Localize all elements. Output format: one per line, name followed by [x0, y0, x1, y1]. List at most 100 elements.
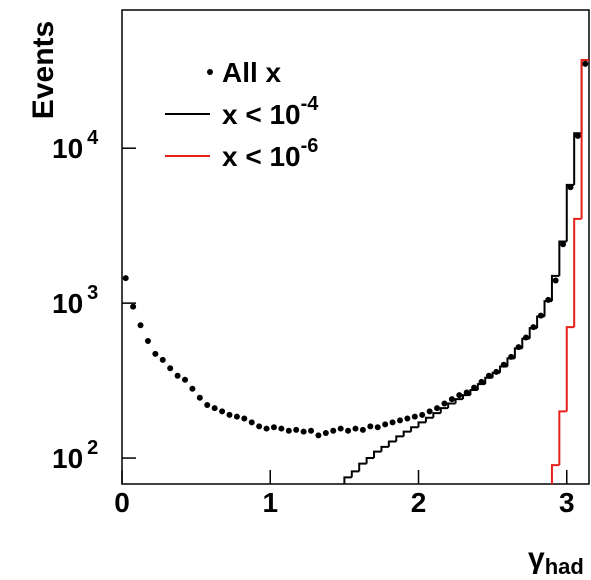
data-point [159, 356, 166, 363]
histogram-bin [558, 410, 567, 466]
data-point [293, 426, 300, 433]
x-tick-label: 2 [411, 487, 427, 518]
histogram-bin [343, 476, 352, 484]
legend-marker [207, 69, 213, 75]
data-point [456, 392, 463, 399]
data-point [389, 419, 396, 426]
x-axis-label-main: γ [528, 542, 545, 575]
data-point [189, 385, 196, 392]
legend-label-sup: -6 [301, 135, 319, 157]
data-point [330, 427, 337, 434]
data-point [522, 334, 529, 341]
data-point [263, 425, 270, 432]
x-axis-label-sub: had [545, 554, 584, 579]
data-point [485, 372, 492, 379]
data-point [182, 376, 189, 383]
data-point [204, 402, 211, 409]
data-point [137, 322, 144, 329]
legend-label-sup: -4 [301, 93, 320, 115]
y-tick-exponent: 4 [87, 127, 99, 149]
histogram-bin [580, 59, 589, 219]
data-point [211, 405, 218, 412]
data-point [300, 428, 307, 435]
histogram-bin [573, 132, 582, 185]
data-point [537, 312, 544, 319]
histogram-bin [550, 274, 560, 302]
data-point [448, 396, 455, 403]
data-point [256, 423, 263, 430]
data-point [152, 350, 159, 357]
data-point [144, 337, 151, 344]
data-point [196, 394, 203, 401]
data-point [560, 241, 567, 248]
data-point [508, 353, 515, 360]
data-point [545, 296, 552, 303]
histogram-bin [387, 440, 397, 447]
histogram-bin [580, 59, 589, 134]
data-point [337, 425, 344, 432]
histogram-bin [461, 394, 471, 400]
data-point [574, 132, 581, 139]
data-point [530, 324, 537, 331]
histogram-bin [476, 383, 486, 390]
histogram-bin [469, 388, 478, 396]
histogram-bin [350, 470, 360, 478]
y-tick-base: 10 [52, 288, 83, 319]
legend-label-main: x < 10 [222, 141, 301, 172]
histogram-bin [410, 426, 419, 432]
histogram-bin [565, 326, 575, 412]
y-tick-base: 10 [52, 133, 83, 164]
y-tick-exponent: 2 [87, 437, 98, 459]
data-point [382, 421, 389, 428]
x-tick-label: 3 [559, 487, 575, 518]
data-point [359, 426, 366, 433]
data-point [396, 417, 403, 424]
data-point [270, 424, 277, 431]
histogram-bin [565, 183, 575, 242]
x-tick-label: 0 [114, 487, 130, 518]
data-point [122, 275, 129, 282]
data-point [226, 411, 233, 418]
histogram-bin [439, 407, 449, 414]
histogram-bin [402, 430, 412, 437]
histogram-bin [558, 240, 567, 276]
data-point [552, 277, 559, 284]
y-tick-label: 10 3 [52, 282, 98, 319]
data-point [352, 425, 359, 432]
data-point [241, 415, 248, 422]
legend-label: x < 10-6 [222, 135, 318, 172]
data-point [500, 361, 507, 368]
histogram-bin [424, 416, 434, 423]
data-point [411, 413, 418, 420]
x-axis-label: γhad [528, 542, 584, 579]
data-point [248, 419, 255, 426]
legend-label-main: x < 10 [222, 99, 301, 130]
histogram-bin [432, 412, 441, 418]
data-point [582, 60, 589, 67]
plot-frame [121, 9, 590, 485]
data-point [322, 430, 329, 437]
y-tick-label: 10 4 [52, 127, 99, 164]
legend-label-main: All x [222, 57, 282, 88]
histogram-bin [380, 445, 389, 452]
histogram-bin [395, 435, 404, 442]
histogram-bin [573, 217, 582, 328]
histogram-bin [543, 300, 552, 317]
histogram-bin [454, 398, 463, 404]
legend-label: x < 10-4 [222, 93, 319, 130]
data-point [219, 408, 226, 415]
y-tick-base: 10 [52, 443, 83, 474]
legend-label: All x [222, 57, 282, 88]
data-point [367, 423, 374, 430]
histogram-bin [365, 457, 375, 464]
data-point [434, 405, 441, 412]
histogram-bin [373, 450, 382, 459]
data-point [167, 365, 174, 372]
data-point [315, 432, 322, 439]
x-tick-label: 1 [262, 487, 278, 518]
y-tick-exponent: 3 [87, 282, 98, 304]
histogram-bin [447, 402, 456, 409]
data-point [278, 425, 285, 432]
data-point [478, 378, 485, 385]
